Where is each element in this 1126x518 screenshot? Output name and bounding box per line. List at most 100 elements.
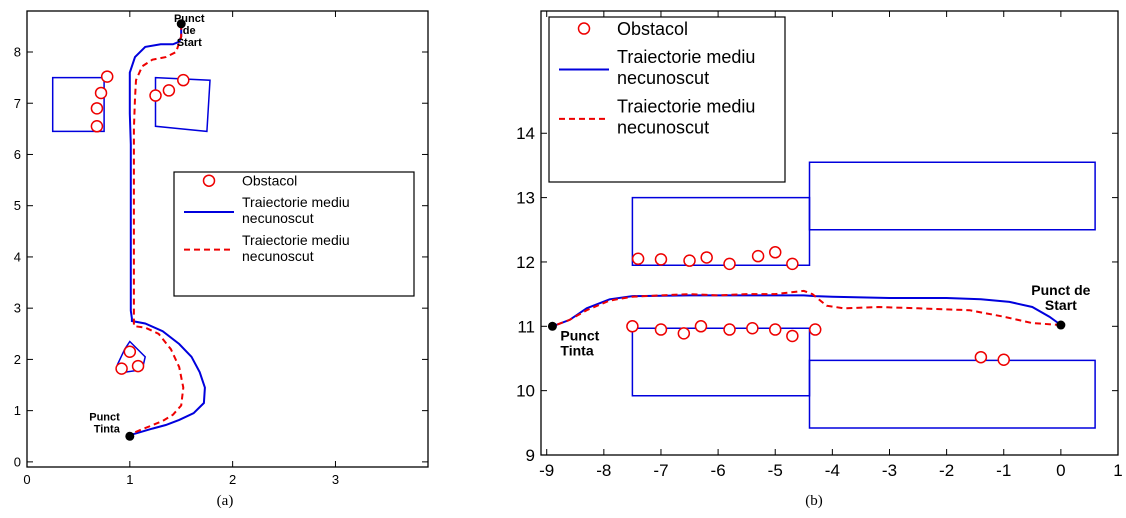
- obstacle-marker: [90, 102, 104, 115]
- y-tick-label: 13: [516, 189, 535, 208]
- obstacle-marker: [631, 252, 645, 265]
- obstacle-region: [631, 196, 811, 266]
- start-label: Start: [1045, 297, 1077, 313]
- x-tick-label: -2: [939, 461, 954, 480]
- legend-label: Traiectorie mediu: [242, 194, 350, 210]
- legend-box: [548, 16, 786, 183]
- obstacle-marker: [100, 70, 114, 83]
- x-tick-label: -7: [653, 461, 668, 480]
- caption: (a): [217, 493, 234, 509]
- start-label: de: [183, 25, 196, 37]
- obstacle-marker: [808, 323, 822, 336]
- legend-label: necunoscut: [242, 248, 314, 264]
- y-tick-label: 2: [14, 352, 21, 367]
- legend-label: Traiectorie mediu: [617, 97, 755, 117]
- y-tick-label: 14: [516, 124, 535, 143]
- legend-marker-obstacle: [577, 22, 591, 35]
- chart-b: -9 -8 -7 -6 -5 -4 -3 -2 -1 0 1 9 10 11 12 13 14 Punct deS…: [516, 10, 1123, 509]
- obstacle-marker: [654, 253, 668, 266]
- obstacle-region: [51, 76, 105, 133]
- obstacle-marker: [94, 86, 108, 100]
- y-tick-label: 0: [14, 454, 21, 469]
- legend-label: necunoscut: [242, 210, 314, 226]
- start-label: Punct de: [1031, 282, 1090, 298]
- x-tick-label: 3: [332, 472, 339, 487]
- y-tick-label: 1: [14, 403, 21, 418]
- obstacle-marker: [683, 254, 696, 267]
- y-tick-label: 12: [516, 253, 535, 272]
- y-tick-label: 3: [14, 301, 21, 316]
- obstacle-marker: [149, 89, 162, 102]
- obstacle-marker: [723, 257, 736, 271]
- obstacle-marker: [131, 359, 145, 373]
- legend-label: necunoscut: [617, 118, 709, 138]
- x-tick-label: -5: [768, 461, 783, 480]
- legend-label: Obstacol: [617, 19, 688, 39]
- target-label: Tinta: [560, 342, 593, 358]
- legend-marker-obstacle: [202, 174, 216, 187]
- plot-frame: [26, 10, 429, 468]
- obstacle-marker: [974, 350, 988, 364]
- obstacle-region: [154, 76, 211, 133]
- y-tick-label: 10: [516, 382, 535, 401]
- trajectory-solid-line: [128, 23, 206, 437]
- y-tick-label: 7: [14, 96, 21, 111]
- x-tick-label: 0: [23, 472, 30, 487]
- legend-label: Traiectorie mediu: [242, 232, 350, 248]
- x-tick-label: -9: [539, 461, 554, 480]
- obstacle-marker: [90, 120, 104, 133]
- y-tick-label: 4: [14, 249, 21, 264]
- start-point: [176, 19, 186, 29]
- target-label: Tinta: [94, 423, 121, 435]
- plot-frame: [540, 10, 1119, 456]
- obstacle-region: [631, 327, 811, 397]
- obstacle-region: [808, 161, 1096, 231]
- obstacle-marker: [723, 323, 736, 336]
- x-tick-label: -4: [825, 461, 840, 480]
- obstacle-marker: [786, 257, 799, 271]
- start-label: Punct: [174, 13, 205, 25]
- target-label: Punct: [89, 411, 120, 423]
- obstacle-marker: [746, 321, 759, 335]
- obstacle-marker: [751, 249, 765, 263]
- trajectory-dashed-line: [129, 23, 185, 437]
- x-tick-label: 1: [1113, 461, 1122, 480]
- obstacle-marker: [786, 329, 799, 343]
- obstacle-marker: [162, 84, 176, 97]
- obstacle-marker: [768, 246, 782, 259]
- obstacle-marker: [654, 323, 668, 336]
- chart-a: 0 1 2 3012345678PunctdeStartPunctTintaObsta…: [14, 10, 429, 509]
- legend-label: Obstacol: [242, 173, 297, 189]
- caption: (b): [805, 493, 823, 509]
- obstacle-marker: [768, 323, 782, 336]
- x-tick-label: -1: [996, 461, 1011, 480]
- x-tick-label: 2: [229, 472, 236, 487]
- obstacle-marker: [626, 320, 639, 333]
- x-tick-label: 1: [126, 472, 133, 487]
- trajectory-dashed-line: [552, 289, 1061, 328]
- x-tick-label: 0: [1056, 461, 1065, 480]
- start-label: Start: [177, 37, 202, 49]
- y-tick-label: 9: [526, 446, 535, 465]
- obstacle-marker: [997, 353, 1010, 367]
- obstacle-region: [808, 359, 1096, 429]
- x-tick-label: -8: [596, 461, 611, 480]
- start-point: [1056, 320, 1066, 330]
- x-tick-label: -3: [882, 461, 897, 480]
- y-tick-label: 5: [14, 198, 21, 213]
- y-tick-label: 8: [14, 45, 21, 60]
- x-tick-label: -6: [711, 461, 726, 480]
- target-point: [547, 321, 557, 331]
- y-tick-label: 6: [14, 147, 21, 162]
- obstacle-marker: [123, 345, 137, 358]
- legend-label: necunoscut: [617, 68, 709, 88]
- obstacle-marker: [700, 251, 713, 264]
- obstacle-marker: [177, 73, 190, 87]
- obstacle-marker: [694, 320, 708, 333]
- target-point: [125, 431, 135, 441]
- legend-label: Traiectorie mediu: [617, 47, 755, 67]
- legend-box: [173, 171, 415, 297]
- target-label: Punct: [560, 327, 599, 343]
- y-tick-label: 11: [517, 317, 535, 336]
